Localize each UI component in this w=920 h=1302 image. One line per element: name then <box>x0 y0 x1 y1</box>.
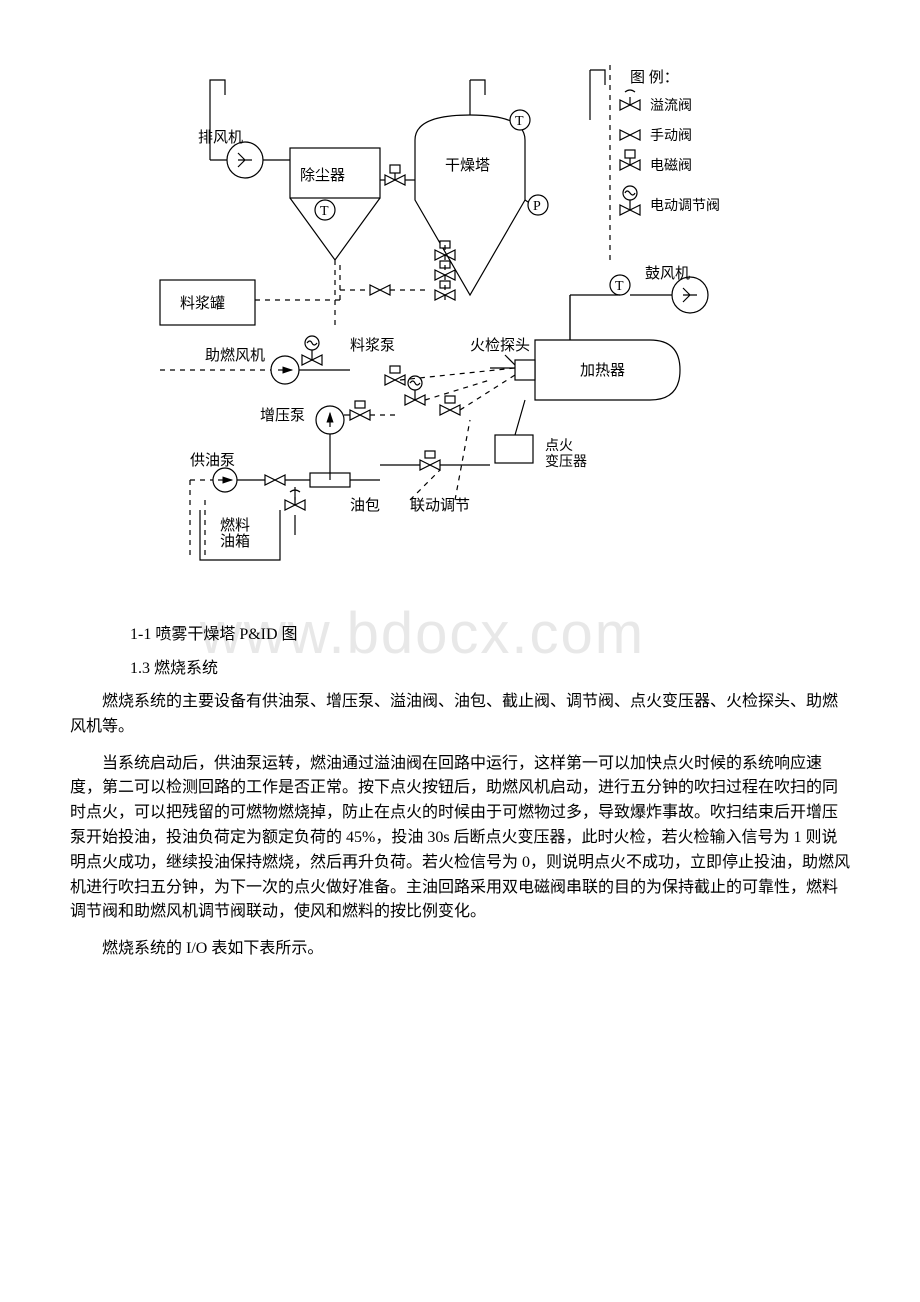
svg-text:供油泵: 供油泵 <box>190 452 235 469</box>
svg-text:除尘器: 除尘器 <box>300 167 345 184</box>
legend-title: 图 例： <box>630 69 679 86</box>
svg-text:溢流阀: 溢流阀 <box>650 98 692 114</box>
section-heading: 1.3 燃烧系统 <box>130 654 850 678</box>
svg-text:燃料油箱: 燃料油箱 <box>220 516 250 550</box>
svg-text:增压泵: 增压泵 <box>260 407 305 424</box>
dust-collector: T 除尘器 <box>290 148 380 260</box>
slurry-tank: 料浆罐 <box>160 260 340 330</box>
svg-text:手动阀: 手动阀 <box>650 128 692 144</box>
svg-text:火检探头: 火检探头 <box>470 337 530 354</box>
booster-pump: 增压泵 <box>260 401 400 434</box>
collector-tower-valve <box>380 165 415 185</box>
legend-item-solenoid: 电磁阀 <box>620 150 692 174</box>
svg-text:料浆罐: 料浆罐 <box>180 294 225 312</box>
pid-diagram: 图 例： 溢流阀 手动阀 <box>150 60 730 600</box>
svg-text:助燃风机: 助燃风机 <box>205 346 265 364</box>
svg-text:点火变压器: 点火变压器 <box>545 438 587 470</box>
exhaust-fan: 排风机 <box>198 80 290 178</box>
oil-pack: 油包 <box>285 487 380 535</box>
svg-text:排风机: 排风机 <box>198 129 243 146</box>
svg-text:料浆泵: 料浆泵 <box>350 336 395 354</box>
right-flag <box>590 70 605 120</box>
drying-tower: 干燥塔 T P <box>415 80 548 295</box>
paragraph-1: 燃烧系统的主要设备有供油泵、增压泵、溢油阀、油包、截止阀、调节阀、点火变压器、火… <box>70 690 850 740</box>
svg-text:P: P <box>533 199 541 214</box>
supply-pump: 供油泵 <box>190 452 380 492</box>
linkage-label: 联动调节 <box>410 497 470 514</box>
svg-text:T: T <box>515 114 524 129</box>
paragraph-3: 燃烧系统的 I/O 表如下表所示。 <box>70 937 850 962</box>
linkage-line2 <box>455 420 470 500</box>
blower: 鼓风机 T <box>570 265 708 340</box>
valve-cluster-center <box>385 366 515 415</box>
svg-text:T: T <box>320 204 329 219</box>
legend-item-manual: 手动阀 <box>620 128 692 144</box>
linkage-line1 <box>410 470 440 500</box>
slurry-pump: 料浆泵 <box>302 336 395 365</box>
paragraph-2: 当系统启动后，供油泵运转，燃油通过溢油阀在回路中运行，这样第一可以加快点火时候的… <box>70 752 850 926</box>
oil-line-valve <box>380 451 490 470</box>
svg-text:鼓风机: 鼓风机 <box>645 265 690 282</box>
legend-item-overflow: 溢流阀 <box>620 90 692 114</box>
legend-item-motor: 电动调节阀 <box>620 186 720 215</box>
svg-text:加热器: 加热器 <box>580 362 625 379</box>
fuel-tank: 燃料油箱 <box>190 480 280 560</box>
figure-caption: 1-1 喷雾干燥塔 P&ID 图 <box>130 620 850 644</box>
valve-manual-left <box>340 285 430 295</box>
svg-text:干燥塔: 干燥塔 <box>445 157 490 174</box>
ignition-transformer: 点火变压器 <box>495 400 587 470</box>
svg-text:电动调节阀: 电动调节阀 <box>650 198 720 214</box>
svg-text:电磁阀: 电磁阀 <box>650 158 692 174</box>
svg-text:油包: 油包 <box>350 497 380 514</box>
svg-text:T: T <box>615 279 624 294</box>
